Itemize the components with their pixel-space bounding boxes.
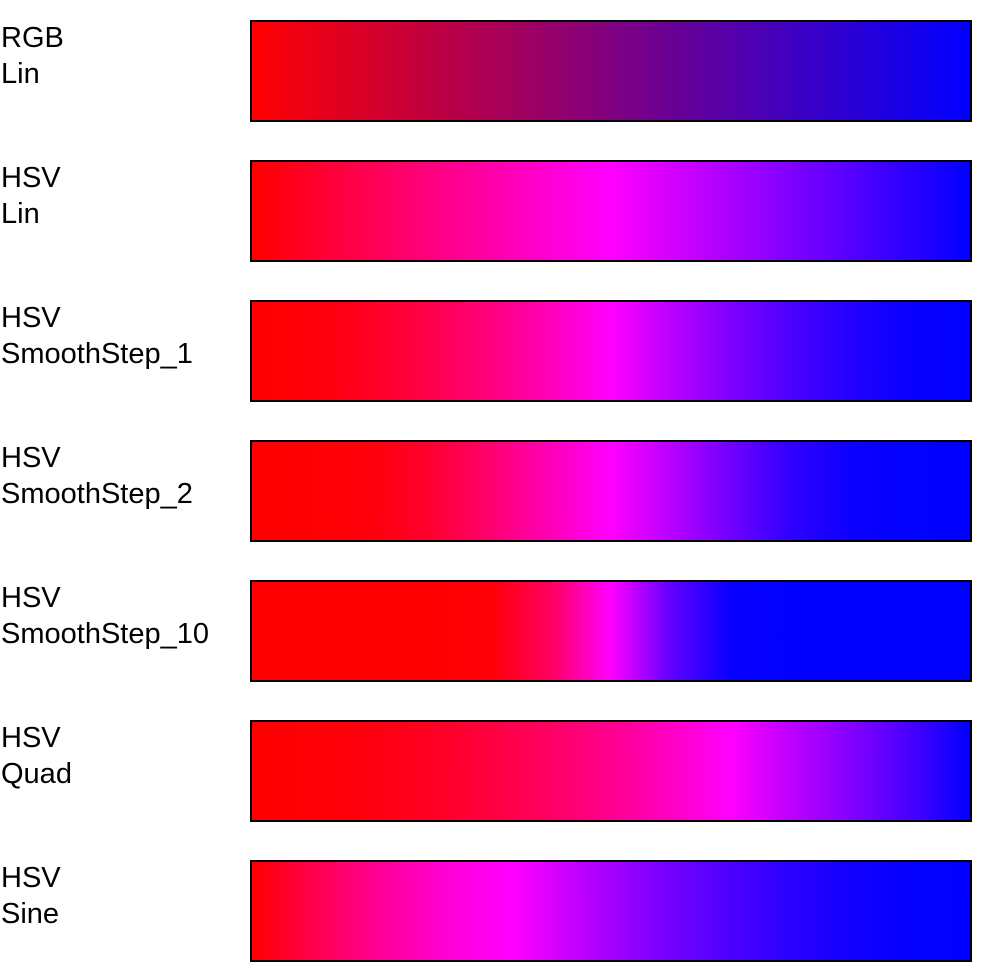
gradient-label: HSV Quad [1, 720, 246, 792]
color-space-label: HSV [1, 302, 61, 334]
gradient-bar [250, 860, 972, 962]
gradient-label: HSV SmoothStep_10 [1, 580, 246, 652]
gradient-row: HSV SmoothStep_2 [0, 440, 990, 542]
gradient-row: HSV SmoothStep_1 [0, 300, 990, 402]
gradient-bar [250, 720, 972, 822]
interpolation-mode-label: SmoothStep_1 [1, 338, 193, 370]
gradient-label: HSV Sine [1, 860, 246, 932]
gradient-label: HSV Lin [1, 160, 246, 232]
gradient-row: HSV Quad [0, 720, 990, 822]
interpolation-mode-label: Lin [1, 58, 40, 90]
gradient-label: HSV SmoothStep_1 [1, 300, 246, 372]
interpolation-mode-label: Quad [1, 758, 72, 790]
color-space-label: HSV [1, 442, 61, 474]
gradient-bar [250, 300, 972, 402]
gradient-row: RGB Lin [0, 20, 990, 122]
interpolation-mode-label: Lin [1, 198, 40, 230]
gradient-label: RGB Lin [1, 20, 246, 92]
gradient-bar [250, 440, 972, 542]
gradient-row: HSV SmoothStep_10 [0, 580, 990, 682]
color-space-label: HSV [1, 582, 61, 614]
color-space-label: RGB [1, 22, 64, 54]
interpolation-mode-label: Sine [1, 898, 60, 930]
interpolation-mode-label: SmoothStep_10 [1, 618, 209, 650]
gradient-bar [250, 160, 972, 262]
gradient-bar [250, 20, 972, 122]
gradient-label: HSV SmoothStep_2 [1, 440, 246, 512]
color-space-label: HSV [1, 862, 61, 894]
color-space-label: HSV [1, 722, 61, 754]
gradient-row: HSV Lin [0, 160, 990, 262]
gradient-row: HSV Sine [0, 860, 990, 962]
interpolation-mode-label: SmoothStep_2 [1, 478, 193, 510]
color-space-label: HSV [1, 162, 61, 194]
gradient-bar [250, 580, 972, 682]
